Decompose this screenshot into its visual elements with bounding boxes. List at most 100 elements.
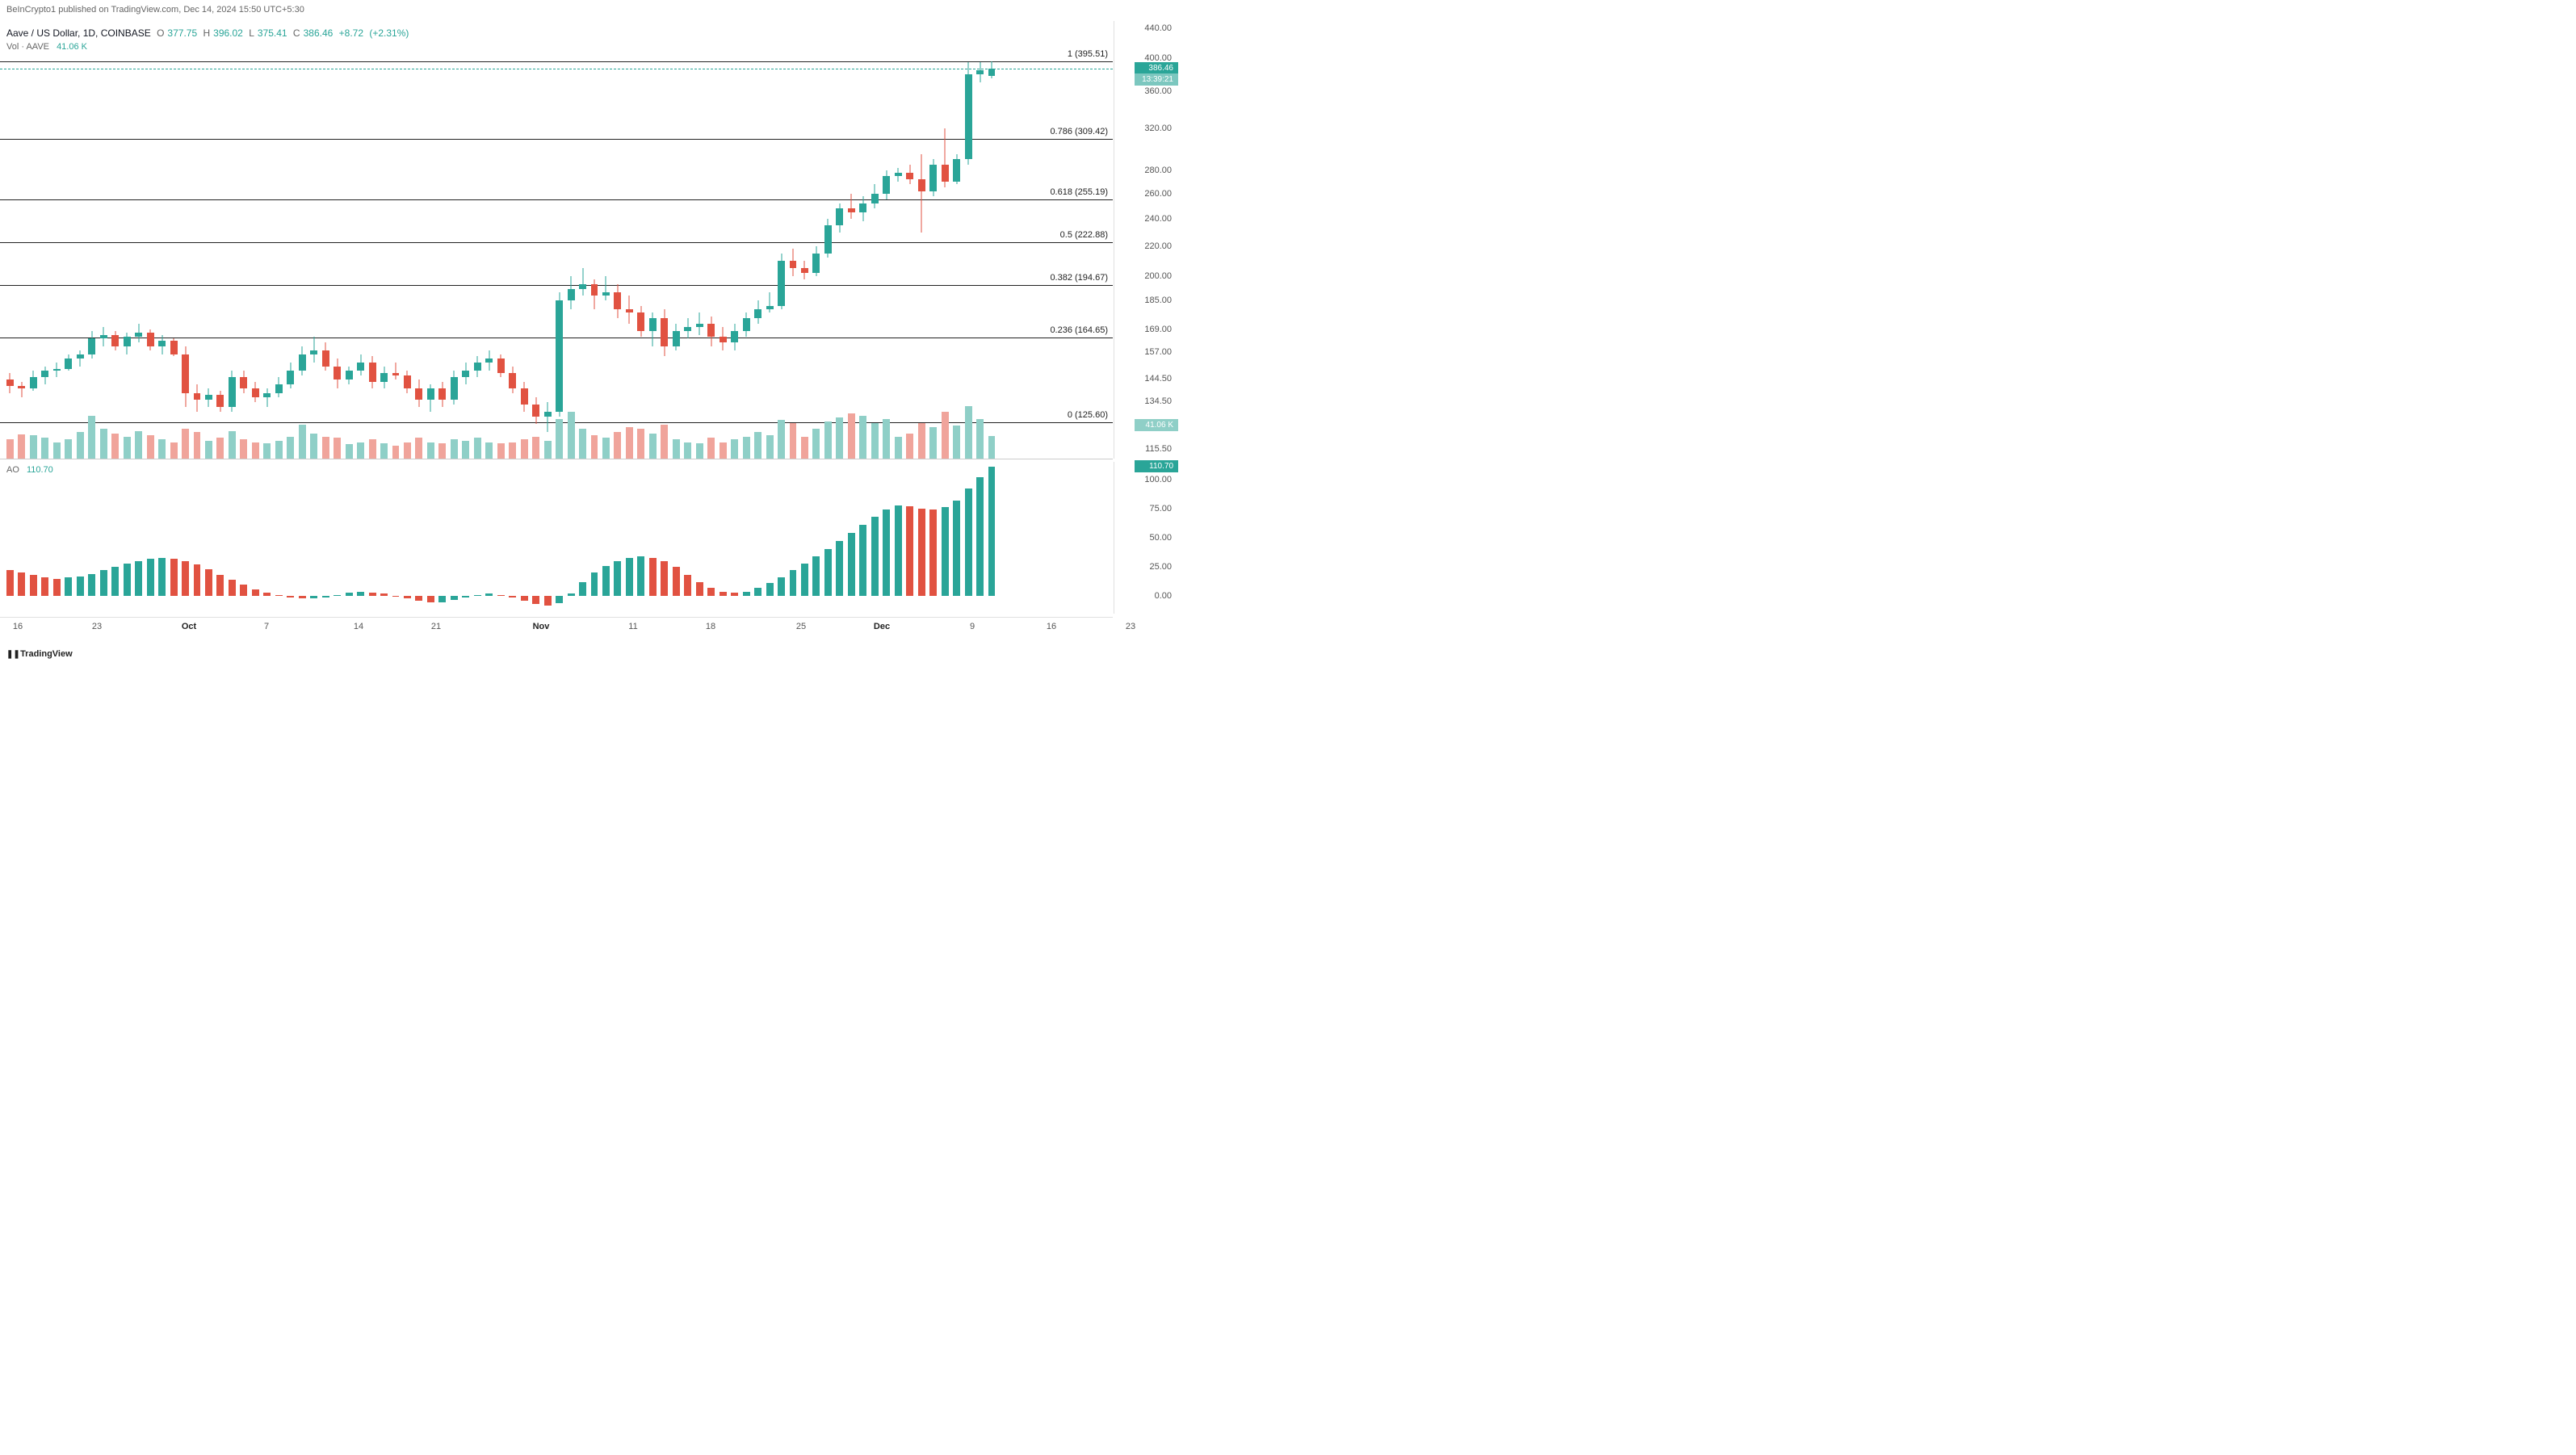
volume-bar[interactable] bbox=[77, 432, 84, 459]
ao-bar[interactable] bbox=[965, 488, 972, 596]
volume-bar[interactable] bbox=[591, 435, 598, 459]
volume-bar[interactable] bbox=[626, 427, 633, 459]
volume-bar[interactable] bbox=[65, 439, 72, 459]
ao-bar[interactable] bbox=[147, 559, 154, 596]
ao-bar[interactable] bbox=[544, 596, 552, 606]
ao-y-axis[interactable]: 100.0075.0050.0025.000.00110.70 bbox=[1114, 462, 1178, 614]
ao-bar[interactable] bbox=[275, 595, 283, 596]
volume-bar[interactable] bbox=[988, 436, 996, 459]
volume-bar[interactable] bbox=[438, 443, 446, 459]
ao-bar[interactable] bbox=[88, 574, 95, 596]
volume-bar[interactable] bbox=[731, 439, 738, 459]
ao-bar[interactable] bbox=[743, 592, 750, 597]
ao-bar[interactable] bbox=[906, 506, 913, 596]
volume-bar[interactable] bbox=[357, 442, 364, 459]
ao-bar[interactable] bbox=[240, 585, 247, 596]
volume-bar[interactable] bbox=[918, 423, 925, 459]
volume-bar[interactable] bbox=[18, 434, 25, 459]
fib-level-line[interactable] bbox=[0, 139, 1113, 140]
ao-bar[interactable] bbox=[720, 592, 727, 597]
volume-bar[interactable] bbox=[790, 423, 797, 459]
ao-bar[interactable] bbox=[299, 596, 306, 598]
ao-bar[interactable] bbox=[649, 558, 657, 597]
ao-bar[interactable] bbox=[848, 533, 855, 596]
volume-bar[interactable] bbox=[684, 442, 691, 459]
ao-bar[interactable] bbox=[942, 507, 949, 596]
volume-bar[interactable] bbox=[334, 438, 341, 459]
ao-bar[interactable] bbox=[953, 501, 960, 597]
volume-bar[interactable] bbox=[532, 437, 539, 459]
ao-bar[interactable] bbox=[427, 596, 434, 602]
volume-bar[interactable] bbox=[649, 434, 657, 459]
volume-bar[interactable] bbox=[824, 421, 832, 459]
volume-bar[interactable] bbox=[743, 437, 750, 459]
time-axis[interactable]: 1623Oct71421Nov111825Dec91623 bbox=[0, 617, 1113, 636]
ao-bar[interactable] bbox=[707, 588, 715, 596]
volume-bar[interactable] bbox=[778, 420, 785, 459]
ao-bar[interactable] bbox=[18, 572, 25, 596]
ao-bar[interactable] bbox=[614, 561, 621, 596]
ao-bar[interactable] bbox=[521, 596, 528, 601]
volume-bar[interactable] bbox=[521, 439, 528, 459]
volume-bar[interactable] bbox=[929, 427, 937, 459]
ao-bar[interactable] bbox=[579, 582, 586, 596]
volume-bar[interactable] bbox=[392, 446, 400, 459]
ao-bar[interactable] bbox=[100, 570, 107, 596]
volume-bar[interactable] bbox=[812, 429, 820, 459]
ao-bar[interactable] bbox=[929, 509, 937, 596]
volume-bar[interactable] bbox=[88, 416, 95, 459]
volume-bar[interactable] bbox=[427, 442, 434, 459]
price-y-axis[interactable]: 440.00400.00360.00320.00280.00260.00240.… bbox=[1114, 21, 1178, 459]
ao-bar[interactable] bbox=[392, 596, 400, 597]
ao-bar[interactable] bbox=[871, 517, 879, 596]
ao-bar[interactable] bbox=[369, 593, 376, 596]
volume-bar[interactable] bbox=[194, 432, 201, 459]
ao-bar[interactable] bbox=[591, 572, 598, 596]
ao-bar[interactable] bbox=[918, 509, 925, 596]
ao-bar[interactable] bbox=[216, 575, 224, 596]
ao-bar[interactable] bbox=[252, 589, 259, 597]
ao-bar[interactable] bbox=[731, 593, 738, 596]
ao-bar[interactable] bbox=[135, 561, 142, 596]
volume-bar[interactable] bbox=[953, 426, 960, 459]
volume-bar[interactable] bbox=[637, 429, 644, 459]
volume-bar[interactable] bbox=[509, 442, 516, 459]
ao-bar[interactable] bbox=[497, 595, 505, 596]
ao-bar[interactable] bbox=[532, 596, 539, 604]
volume-bar[interactable] bbox=[310, 434, 317, 459]
ao-bar[interactable] bbox=[801, 564, 808, 596]
ao-bar[interactable] bbox=[988, 467, 996, 596]
ao-bar[interactable] bbox=[895, 505, 902, 597]
ao-bar[interactable] bbox=[170, 559, 178, 596]
volume-bar[interactable] bbox=[906, 434, 913, 459]
ao-bar[interactable] bbox=[824, 549, 832, 596]
ao-bar[interactable] bbox=[322, 596, 329, 597]
ao-bar[interactable] bbox=[263, 593, 271, 596]
fib-level-line[interactable] bbox=[0, 199, 1113, 200]
volume-bar[interactable] bbox=[696, 443, 703, 459]
ao-bar[interactable] bbox=[334, 595, 341, 596]
volume-bar[interactable] bbox=[380, 443, 388, 459]
volume-bar[interactable] bbox=[462, 441, 469, 459]
volume-bar[interactable] bbox=[614, 432, 621, 459]
ao-bar[interactable] bbox=[485, 593, 493, 596]
volume-bar[interactable] bbox=[205, 441, 212, 459]
volume-bar[interactable] bbox=[170, 442, 178, 459]
ao-bar[interactable] bbox=[812, 556, 820, 596]
fib-level-line[interactable] bbox=[0, 242, 1113, 243]
ao-bar[interactable] bbox=[357, 592, 364, 597]
ao-bar[interactable] bbox=[883, 509, 890, 596]
volume-bar[interactable] bbox=[976, 419, 984, 459]
volume-bar[interactable] bbox=[871, 423, 879, 459]
volume-bar[interactable] bbox=[754, 432, 761, 459]
ao-bar[interactable] bbox=[380, 593, 388, 596]
ao-bar[interactable] bbox=[53, 579, 61, 597]
ao-bar[interactable] bbox=[415, 596, 422, 601]
ao-bar[interactable] bbox=[6, 570, 14, 596]
ao-bar[interactable] bbox=[229, 580, 236, 596]
volume-bar[interactable] bbox=[895, 437, 902, 459]
ao-bar[interactable] bbox=[205, 569, 212, 596]
volume-bar[interactable] bbox=[216, 438, 224, 459]
volume-bar[interactable] bbox=[6, 439, 14, 459]
ao-bar[interactable] bbox=[976, 477, 984, 597]
